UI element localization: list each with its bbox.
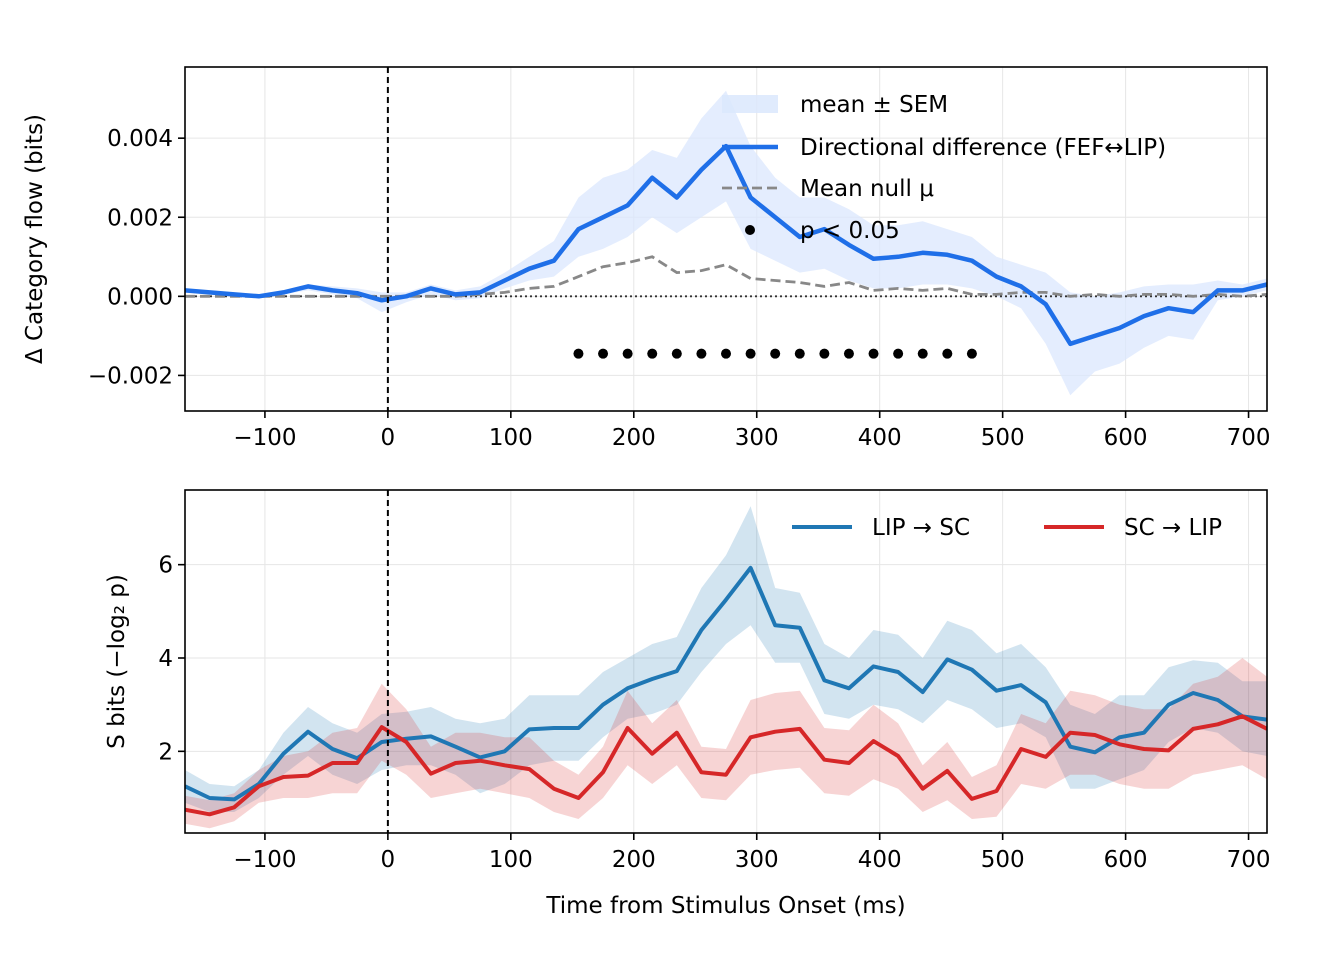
significance-dot-0 [573, 348, 584, 359]
x-tick-label-6: 500 [981, 425, 1025, 451]
x-axis-label: Time from Stimulus Onset (ms) [545, 893, 905, 919]
y-tick-label-1: 0.000 [107, 284, 173, 310]
legend-label-sem: mean ± SEM [800, 92, 948, 118]
significance-dot-10 [819, 348, 830, 359]
x-tick-label-2: 100 [489, 847, 533, 873]
y-axis-label: S bits (−log₂ p) [104, 574, 130, 749]
y-tick-label-2: 6 [158, 553, 173, 579]
significance-dot-4 [671, 348, 682, 359]
sem-band [185, 90, 1267, 396]
line-sc-lip [185, 714, 1267, 817]
band-sc-lip [185, 658, 1267, 829]
x-tick-label-4: 300 [735, 425, 779, 451]
x-tick-label-8: 700 [1227, 847, 1271, 873]
y-tick-label-1: 4 [158, 646, 173, 672]
legend-handle-sem [722, 95, 778, 113]
x-tick-label-2: 100 [489, 425, 533, 451]
significance-dot-13 [893, 348, 904, 359]
legend-label-lip-sc: LIP → SC [872, 515, 970, 541]
legend-label-null: Mean null μ [800, 176, 934, 202]
x-tick-label-7: 600 [1104, 847, 1148, 873]
legend-label-directional: Directional difference (FEF↔LIP) [800, 135, 1166, 161]
significance-dot-11 [843, 348, 854, 359]
top-panel-category-flow: −100 0 100 200 300 400 500 600 700 −0.002 0.000 0.0… [22, 66, 1271, 451]
ticks: −100 0 100 200 300 400 500 600 700 2 4 6 [158, 553, 1270, 873]
y-tick-label-0: −0.002 [88, 363, 173, 389]
legend-handle-significance [745, 225, 755, 235]
significance-dot-2 [622, 348, 633, 359]
significance-dot-14 [917, 348, 928, 359]
plot-area [185, 506, 1267, 829]
axes-frame [184, 489, 1268, 834]
significance-dot-9 [794, 348, 805, 359]
x-tick-label-4: 300 [735, 847, 779, 873]
x-tick-label-0: −100 [233, 425, 296, 451]
y-tick-label-2: 0.002 [107, 205, 173, 231]
significance-dot-12 [868, 348, 879, 359]
legend-label-significance: p < 0.05 [800, 218, 900, 244]
significance-dot-3 [647, 348, 658, 359]
x-tick-label-1: 0 [381, 847, 396, 873]
significance-dot-15 [942, 348, 953, 359]
x-tick-label-6: 500 [981, 847, 1025, 873]
x-tick-label-8: 700 [1227, 425, 1271, 451]
y-axis-label: Δ Category flow (bits) [22, 114, 48, 364]
axes-frame [184, 66, 1268, 412]
legend-label-sc-lip: SC → LIP [1124, 515, 1222, 541]
significance-dot-7 [745, 348, 756, 359]
band-lip-sc [185, 506, 1267, 812]
legend: LIP → SC SC → LIP [792, 515, 1222, 541]
y-tick-label-3: 0.004 [107, 126, 173, 152]
x-tick-label-3: 200 [612, 847, 656, 873]
x-tick-label-7: 600 [1104, 425, 1148, 451]
x-tick-label-5: 400 [858, 425, 902, 451]
x-tick-label-5: 400 [858, 847, 902, 873]
significance-dot-5 [696, 348, 707, 359]
significance-dot-1 [598, 348, 609, 359]
x-tick-label-3: 200 [612, 425, 656, 451]
y-tick-label-0: 2 [158, 739, 173, 765]
ticks: −100 0 100 200 300 400 500 600 700 −0.002 0.000 0.0… [88, 126, 1271, 451]
significance-dot-6 [721, 348, 731, 359]
significance-dot-16 [966, 348, 977, 359]
x-tick-label-1: 0 [381, 425, 396, 451]
legend: mean ± SEM Directional difference (FEF↔LI… [722, 92, 1166, 244]
x-tick-label-0: −100 [233, 847, 296, 873]
bottom-panel-s-bits: −100 0 100 200 300 400 500 600 700 2 4 6 S bits (−lo… [104, 489, 1271, 919]
significance-dot-8 [770, 348, 781, 359]
